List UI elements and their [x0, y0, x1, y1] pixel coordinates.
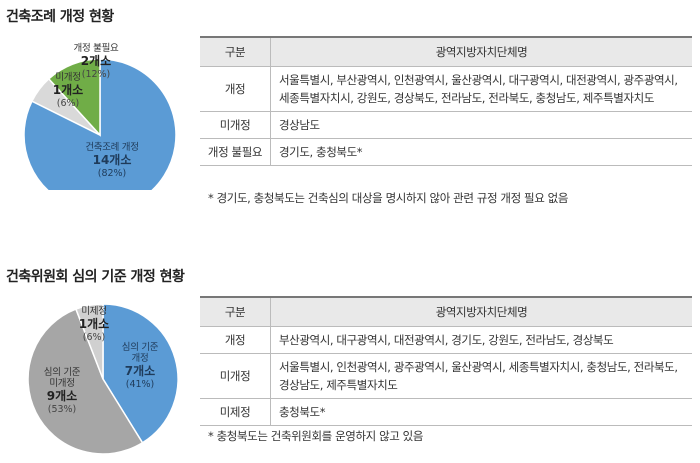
slice-count: 1개소: [79, 317, 109, 331]
table-row: 개정 불필요 경기도, 충청북도*: [200, 138, 692, 166]
table-row: 미개정 경상남도: [200, 111, 692, 139]
table-header-row: 구분 광역지방자치단체명: [200, 296, 692, 327]
slice-count: 1개소: [53, 83, 83, 97]
row-category: 개정: [200, 66, 271, 112]
slice-percent: (53%): [48, 404, 77, 415]
slice-percent: (82%): [98, 168, 127, 179]
slice-label: 미제정: [81, 306, 106, 317]
row-names: 서울특별시, 부산광역시, 인천광역시, 울산광역시, 대구광역시, 대전광역시…: [270, 66, 692, 112]
row-category: 개정 불필요: [200, 138, 271, 166]
footnote: * 경기도, 충청북도는 건축심의 대상을 명시하지 않아 관련 규정 개정 필…: [208, 191, 568, 205]
header-names: 광역지방자치단체명: [270, 296, 692, 327]
row-names: 경상남도: [270, 111, 692, 139]
ordinance-table: 구분 광역지방자치단체명 개정 서울특별시, 부산광역시, 인천광역시, 울산광…: [200, 36, 692, 166]
slice-count: 14개소: [93, 153, 132, 167]
slice-percent: (6%): [83, 332, 105, 343]
header-category: 구분: [200, 296, 271, 327]
slice-percent: (6%): [57, 98, 79, 109]
row-names: 경기도, 충청북도*: [270, 138, 692, 166]
row-category: 개정: [200, 326, 271, 354]
row-category: 미개정: [200, 111, 271, 139]
slice-percent: (41%): [126, 379, 155, 390]
slice-label: 건축조례 개정: [85, 142, 138, 153]
footnote: * 충청북도는 건축위원회를 운영하지 않고 있음: [208, 429, 424, 443]
slice-label: 심의 기준 미개정: [44, 367, 81, 389]
pie-slice: [27, 308, 144, 455]
table-row: 개정 서울특별시, 부산광역시, 인천광역시, 울산광역시, 대구광역시, 대전…: [200, 66, 692, 112]
slice-count: 7개소: [125, 364, 155, 378]
table-row: 미제정 충청북도*: [200, 398, 692, 426]
row-names: 충청북도*: [270, 398, 692, 426]
section1-title: 건축조례 개정 현황: [6, 9, 114, 25]
slice-percent: (12%): [82, 69, 111, 80]
slice-count: 2개소: [81, 54, 111, 68]
pie-slice: [47, 58, 101, 137]
row-names: 부산광역시, 대구광역시, 대전광역시, 경기도, 강원도, 전라남도, 경상북…: [270, 326, 692, 354]
pie-slice: [23, 58, 177, 190]
header-category: 구분: [200, 36, 271, 67]
committee-table: 구분 광역지방자치단체명 개정 부산광역시, 대구광역시, 대전광역시, 경기도…: [200, 296, 692, 426]
header-names: 광역지방자치단체명: [270, 36, 692, 67]
table-row: 개정 부산광역시, 대구광역시, 대전광역시, 경기도, 강원도, 전라남도, …: [200, 326, 692, 354]
slice-label: 심의 기준 개정: [122, 342, 159, 364]
table-row: 미개정 서울특별시, 인천광역시, 광주광역시, 울산광역시, 세종특별자치시,…: [200, 353, 692, 399]
slice-count: 9개소: [47, 389, 77, 403]
row-names: 서울특별시, 인천광역시, 광주광역시, 울산광역시, 세종특별자치시, 충청남…: [270, 353, 692, 399]
pie-slice: [74, 303, 104, 380]
slice-label: 미개정: [55, 72, 80, 83]
row-category: 미제정: [200, 398, 271, 426]
row-category: 미개정: [200, 353, 271, 399]
table-header-row: 구분 광역지방자치단체명: [200, 36, 692, 67]
slice-label: 개정 불필요: [74, 42, 119, 54]
section2-title: 건축위원회 심의 기준 개정 현황: [6, 269, 185, 285]
